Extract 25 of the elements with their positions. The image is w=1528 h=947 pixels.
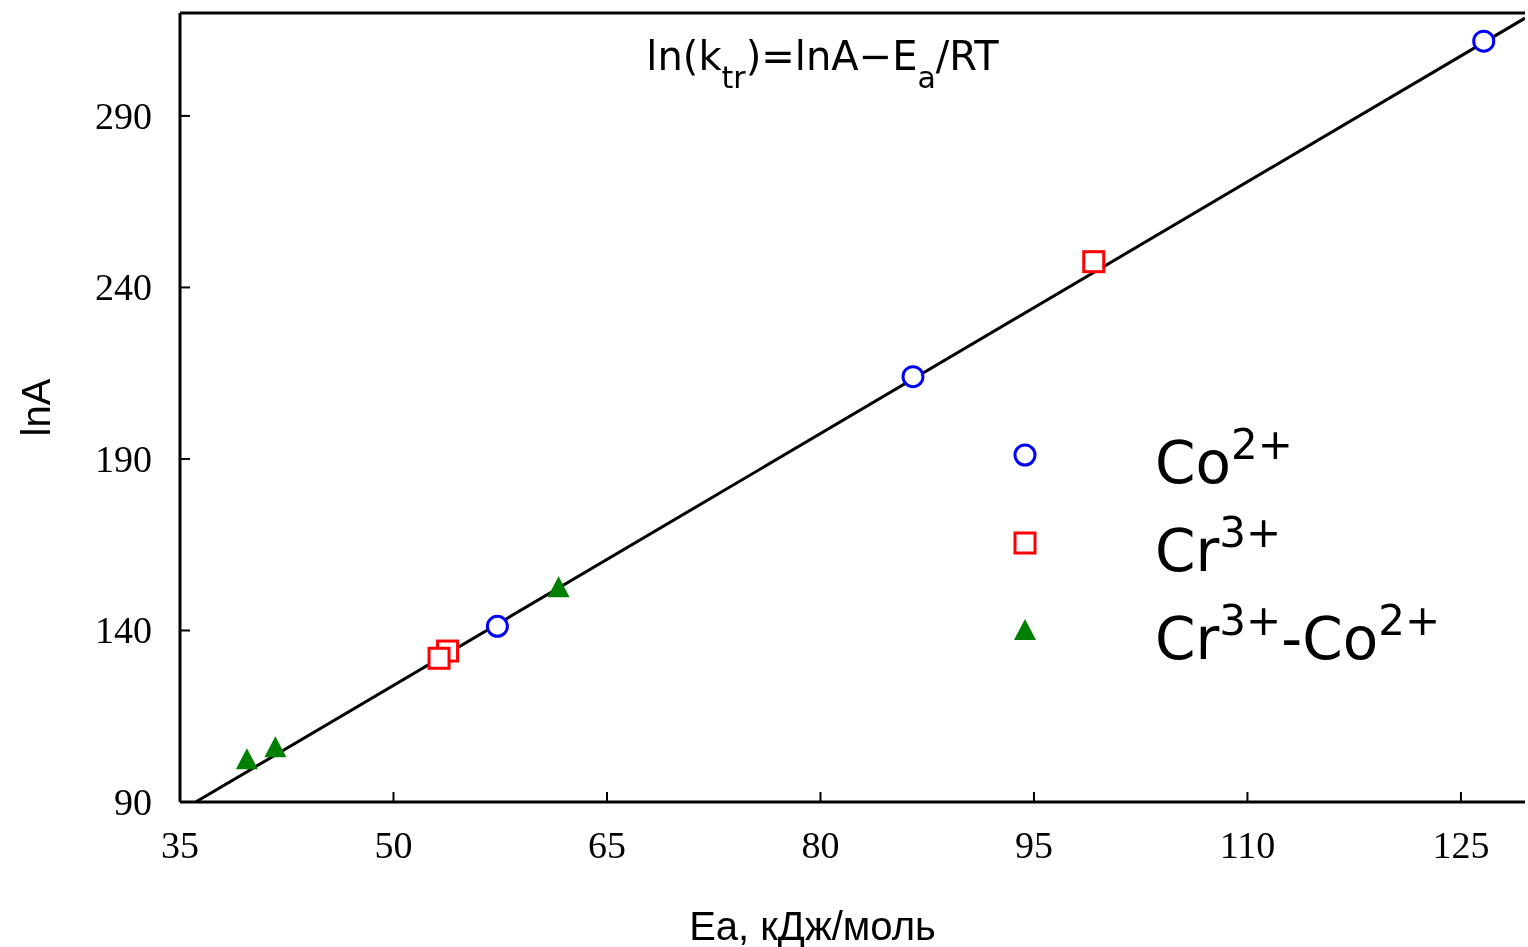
x-tick-label: 110: [1219, 824, 1276, 866]
legend-label: Co$^{2+}$: [1155, 419, 1293, 497]
y-tick-label: 140: [95, 609, 152, 652]
point: [427, 646, 451, 670]
y-tick-label: 90: [114, 781, 152, 823]
y-axis-title: lnA: [14, 378, 58, 437]
y-tick-label: 240: [95, 266, 152, 309]
x-tick-label: 80: [801, 824, 840, 866]
point: [264, 736, 287, 758]
point: [547, 576, 570, 598]
point: [901, 365, 925, 389]
point: [485, 614, 509, 638]
annotation: ln(k$_{tr}$)=lnA−E$_{a}$/RT: [646, 33, 1000, 95]
y-tick-label: 290: [95, 94, 152, 137]
x-tick-label: 125: [1432, 824, 1490, 866]
point: [1472, 29, 1496, 53]
x-tick-label: 35: [161, 824, 199, 866]
legend-label: Cr$^{3+}$-Co$^{2+}$: [1155, 595, 1441, 673]
point: [235, 748, 258, 770]
y-tick-label: 190: [95, 437, 152, 480]
point: [1082, 250, 1106, 274]
x-tick-label: 95: [1014, 824, 1053, 866]
x-tick-label: 65: [587, 824, 626, 866]
x-tick-label: 50: [374, 824, 413, 866]
legend-label: Cr$^{3+}$: [1155, 507, 1282, 585]
